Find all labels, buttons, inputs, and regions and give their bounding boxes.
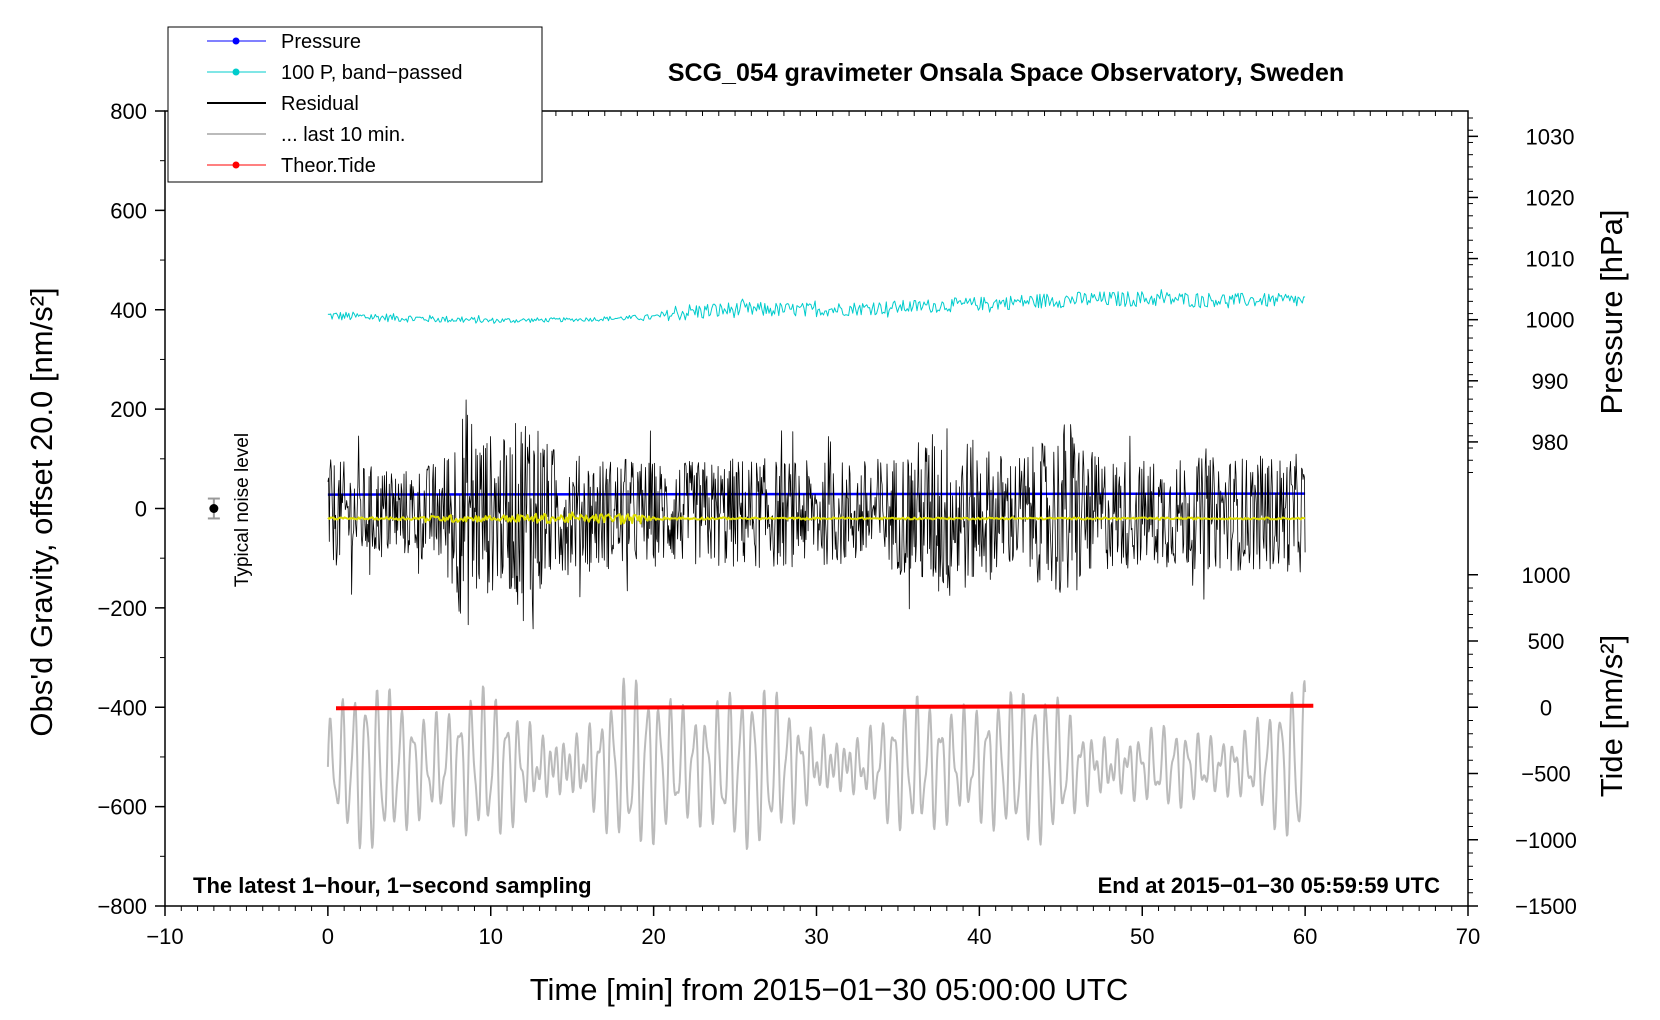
legend-label: Residual [281, 93, 359, 115]
y-left-tick-label: −800 [97, 894, 147, 919]
y-left-tick-label: 400 [110, 298, 147, 323]
x-tick-label: 40 [967, 924, 991, 949]
annotation-sampling: The latest 1−hour, 1−second sampling [193, 873, 592, 898]
axes-group [155, 110, 1478, 916]
legend-marker [232, 68, 240, 76]
series-line-theor-tide [335, 703, 1314, 711]
noise-level-label: Typical noise level [232, 433, 253, 587]
pressure-tick-label: 1020 [1526, 185, 1575, 210]
legend-box [167, 26, 543, 183]
y-left-tick-label: 200 [110, 397, 147, 422]
pressure-tick-label: 990 [1532, 369, 1569, 394]
y-axis-label-pressure: Pressure [hPa] [1594, 209, 1629, 414]
series-line-last-10-min [326, 677, 1307, 850]
x-tick-label: 60 [1293, 924, 1317, 949]
legend: Pressure 100 P, band−passed Residual ... la… [167, 26, 543, 183]
legend-label: 100 P, band−passed [281, 62, 462, 84]
x-tick-label: 30 [804, 924, 828, 949]
tide-tick-label: −1000 [1515, 828, 1577, 853]
pressure-tick-label: 1030 [1526, 124, 1575, 149]
plot-series-group [207, 289, 1314, 850]
x-tick-label: −10 [146, 924, 183, 949]
y-left-tick-label: 600 [110, 198, 147, 223]
annotation-end-time: End at 2015−01−30 05:59:59 UTC [1098, 873, 1441, 898]
series-line-100-p-band-passed [327, 289, 1306, 324]
tide-tick-label: 500 [1528, 629, 1565, 654]
noise-marker-point [209, 504, 219, 513]
legend-label: Pressure [281, 31, 361, 53]
legend-marker [232, 37, 240, 45]
x-tick-label: 0 [322, 924, 334, 949]
y-left-tick-label: −400 [97, 695, 147, 720]
y-left-tick-label: 0 [135, 497, 147, 522]
pressure-tick-label: 980 [1532, 430, 1569, 455]
tide-tick-label: −1500 [1515, 894, 1577, 919]
y-left-tick-label: −600 [97, 795, 147, 820]
x-tick-label: 20 [641, 924, 665, 949]
chart-title: SCG_054 gravimeter Onsala Space Observat… [668, 59, 1344, 87]
tide-tick-label: 0 [1540, 695, 1552, 720]
tide-tick-label: 1000 [1522, 563, 1571, 588]
x-tick-label: 70 [1456, 924, 1480, 949]
series-line-residual [327, 399, 1306, 630]
y-left-tick-label: −200 [97, 596, 147, 621]
pressure-tick-label: 1010 [1526, 247, 1575, 272]
legend-marker [232, 161, 240, 169]
x-tick-label: 10 [479, 924, 503, 949]
series-line-residual-smoothed [327, 511, 1306, 525]
tide-tick-label: −500 [1521, 762, 1571, 787]
x-axis-label: Time [min] from 2015−01−30 05:00:00 UTC [530, 972, 1129, 1007]
y-axis-label-tide: Tide [nm/s²] [1594, 635, 1629, 798]
y-axis-label-left: Obs'd Gravity, offset 20.0 [nm/s²] [24, 287, 59, 736]
pressure-tick-label: 1000 [1526, 308, 1575, 333]
y-left-tick-label: 800 [110, 99, 147, 124]
legend-label: Theor.Tide [281, 155, 376, 177]
labels-group: −10 0 10 20 30 40 50 60 708006004002000−200−400−… [97, 99, 1576, 949]
x-tick-label: 50 [1130, 924, 1154, 949]
legend-label: ... last 10 min. [281, 124, 406, 146]
